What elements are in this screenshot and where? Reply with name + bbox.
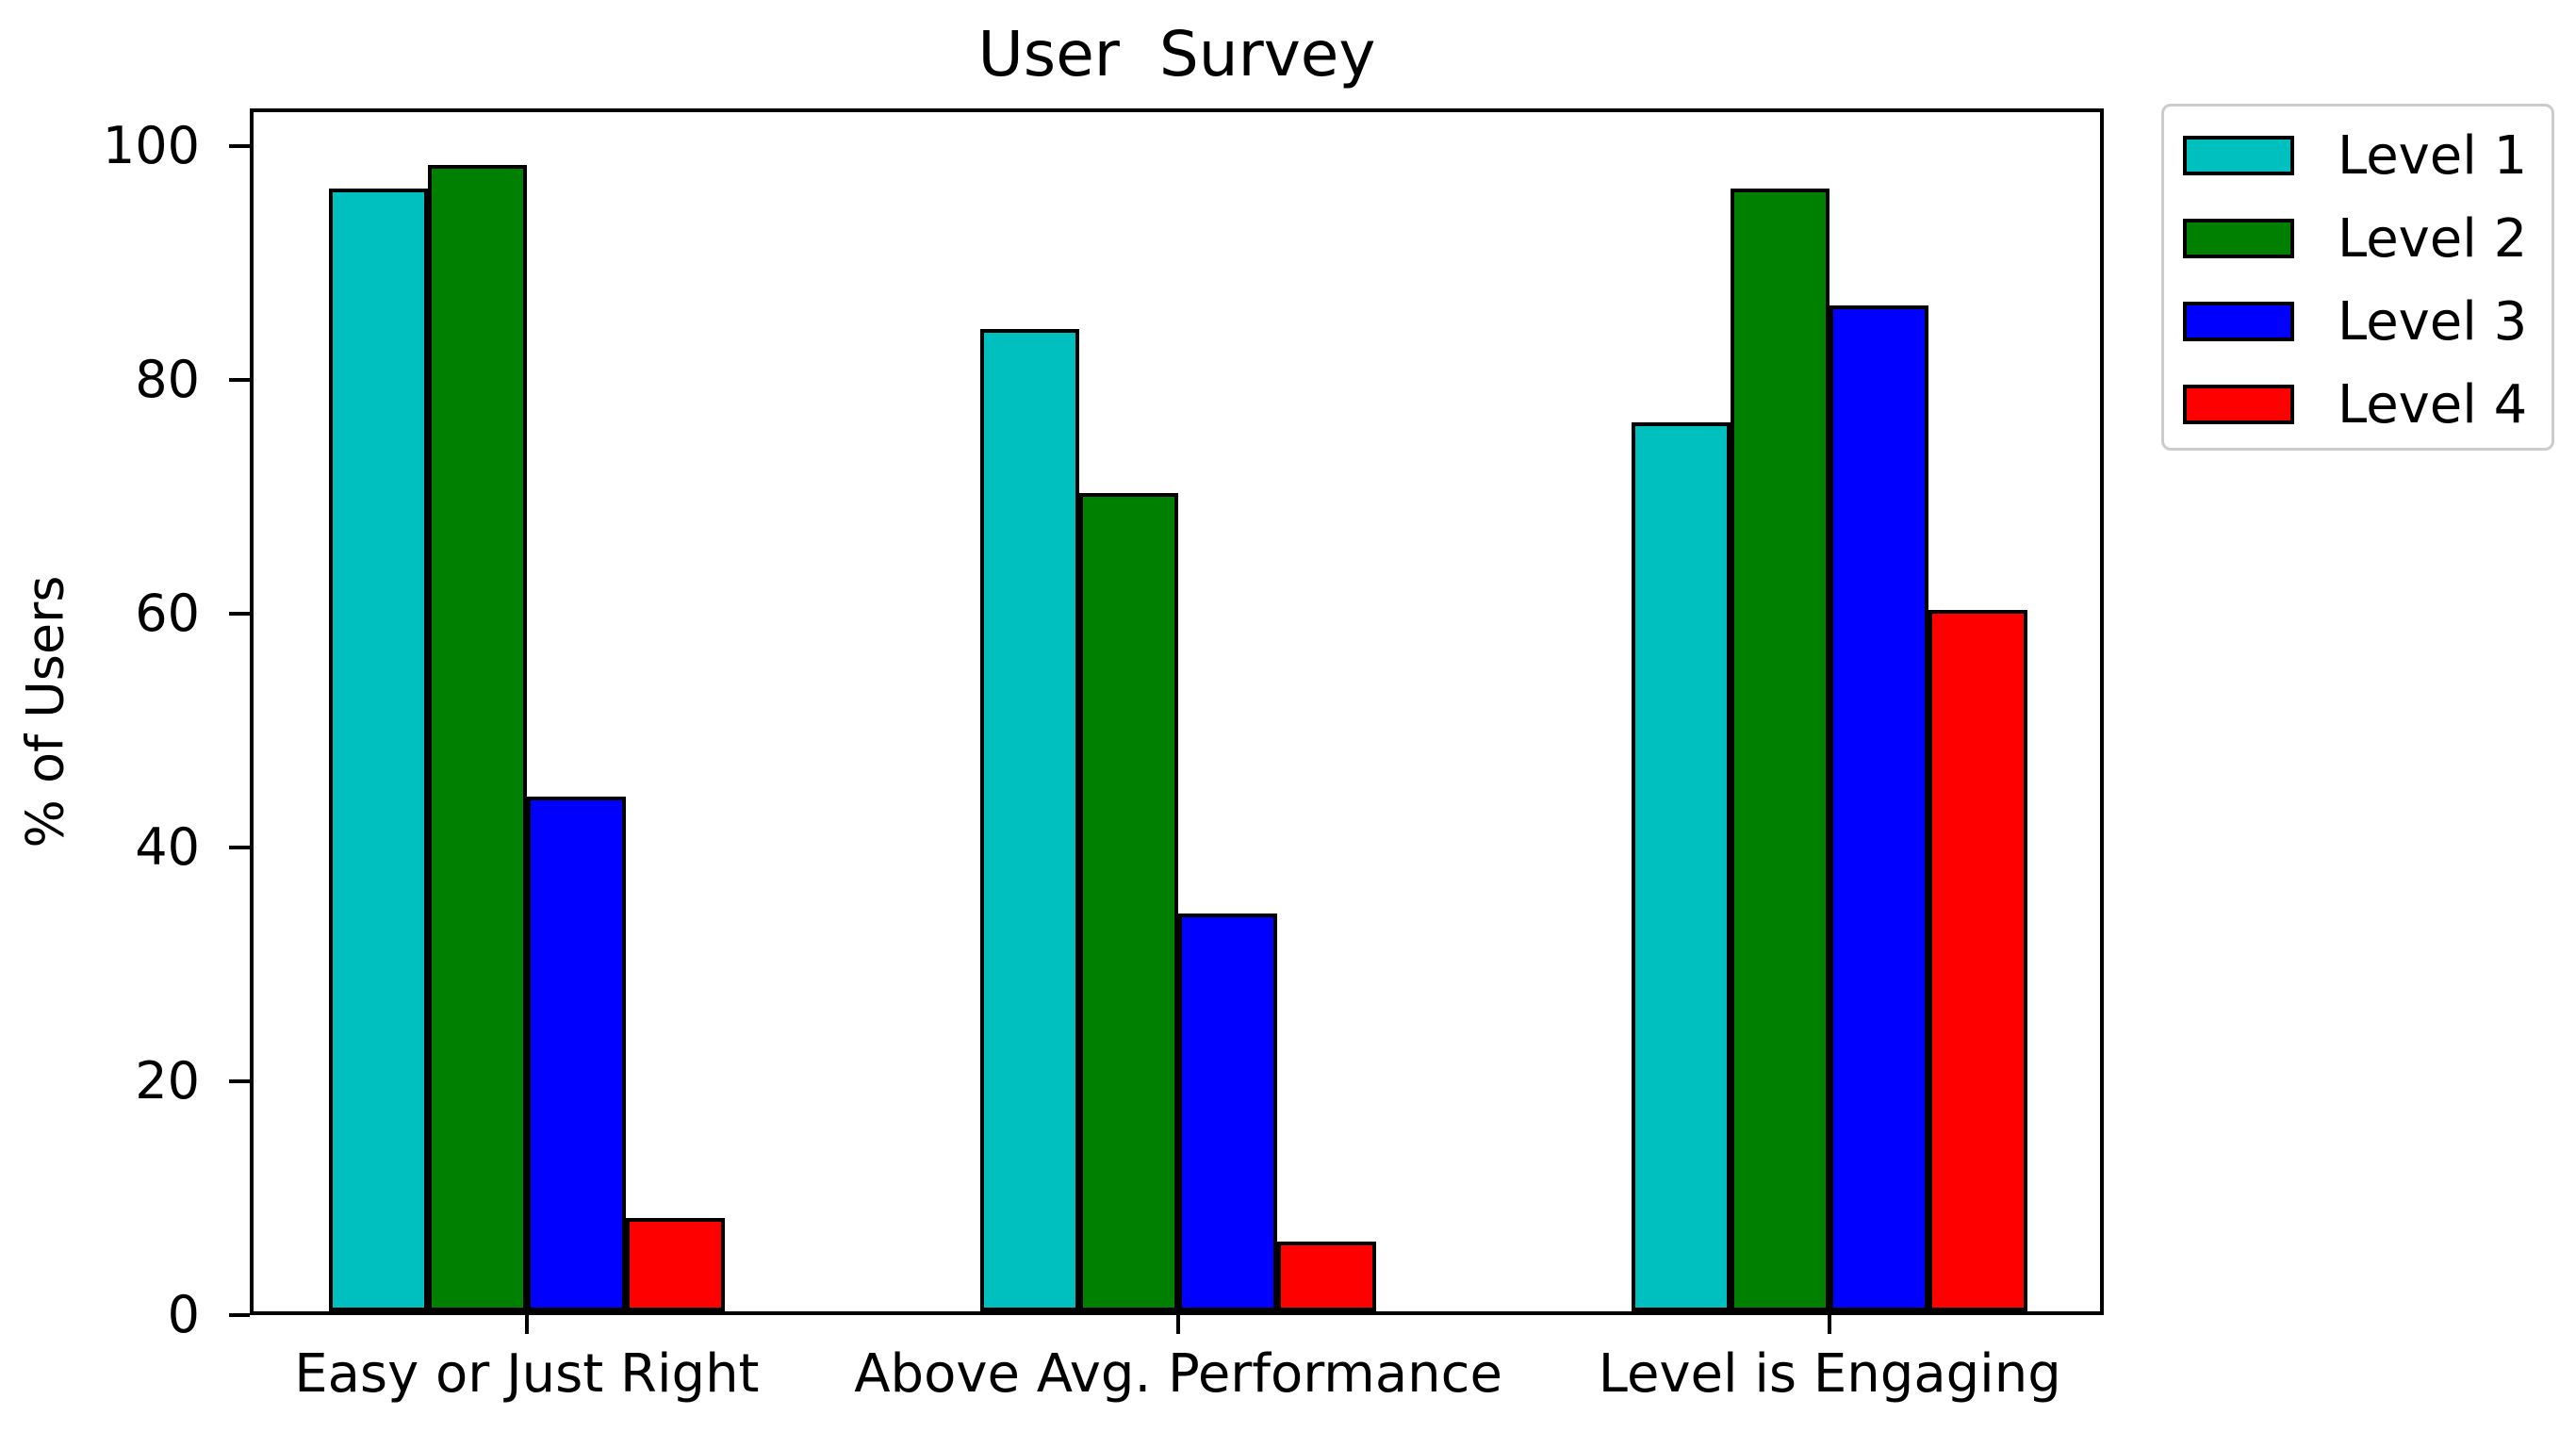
- legend-label: Level 4: [2338, 373, 2528, 436]
- legend-swatch: [2183, 385, 2294, 424]
- y-tick-mark: [229, 377, 250, 382]
- legend: Level 1 Level 2 Level 3 Level 4: [2161, 104, 2554, 451]
- bar: [1079, 493, 1178, 1311]
- y-tick-label: 0: [167, 1285, 200, 1344]
- legend-label: Level 1: [2338, 124, 2528, 187]
- legend-item: Level 2: [2164, 197, 2551, 280]
- legend-swatch: [2183, 136, 2294, 175]
- y-tick-mark: [229, 1078, 250, 1083]
- bar: [1928, 610, 2027, 1311]
- bar: [980, 329, 1079, 1311]
- legend-swatch: [2183, 219, 2294, 258]
- legend-item: Level 1: [2164, 114, 2551, 197]
- y-tick-mark: [229, 1313, 250, 1317]
- bar: [1829, 305, 1928, 1311]
- x-tick-label: Level is Engaging: [1598, 1343, 2061, 1405]
- chart-title: User Survey: [977, 18, 1376, 91]
- y-tick-label: 100: [102, 115, 200, 175]
- bar: [1731, 189, 1829, 1311]
- y-tick-label: 40: [135, 816, 200, 877]
- y-tick-label: 60: [135, 583, 200, 643]
- bar: [1632, 422, 1731, 1311]
- bar: [527, 797, 626, 1311]
- y-tick-label: 80: [135, 349, 200, 409]
- x-tick-mark: [524, 1315, 529, 1334]
- legend-item: Level 4: [2164, 363, 2551, 446]
- y-tick-mark: [229, 611, 250, 616]
- plot-area: [250, 108, 2104, 1315]
- bar: [329, 189, 428, 1311]
- bar: [626, 1218, 725, 1311]
- x-tick-label: Easy or Just Right: [294, 1343, 760, 1405]
- bar: [428, 165, 527, 1311]
- x-tick-mark: [1828, 1315, 1832, 1334]
- x-tick-label: Above Avg. Performance: [854, 1343, 1502, 1405]
- x-tick-mark: [1176, 1315, 1181, 1334]
- legend-item: Level 3: [2164, 280, 2551, 363]
- y-tick-mark: [229, 143, 250, 148]
- legend-swatch: [2183, 302, 2294, 341]
- y-tick-label: 20: [135, 1050, 200, 1111]
- bar: [1277, 1242, 1376, 1311]
- y-tick-mark: [229, 845, 250, 849]
- bar: [1178, 914, 1277, 1311]
- legend-items: Level 1 Level 2 Level 3 Level 4: [2164, 114, 2551, 446]
- legend-label: Level 3: [2338, 290, 2528, 353]
- legend-label: Level 2: [2338, 207, 2528, 270]
